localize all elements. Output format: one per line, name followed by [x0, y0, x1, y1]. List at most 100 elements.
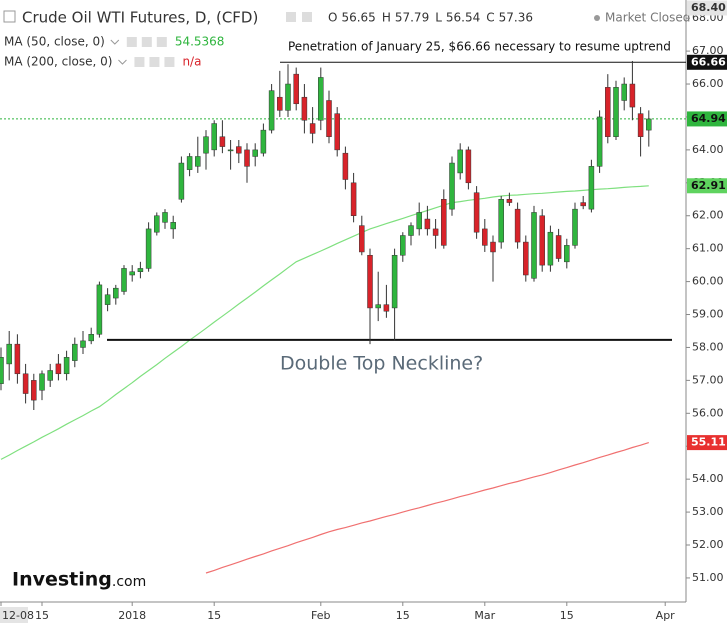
- icon: [302, 12, 312, 22]
- candle-body: [506, 199, 513, 203]
- candle-body: [113, 287, 119, 299]
- ma-line: [205, 442, 649, 574]
- candle-body: [531, 212, 537, 279]
- price-label: 66.66: [691, 55, 726, 68]
- candle-body: [547, 231, 554, 266]
- candle-body: [629, 83, 636, 108]
- candle-body: [219, 136, 226, 147]
- ohlc-value: 57.79: [395, 11, 429, 25]
- price-label-box: [687, 0, 727, 16]
- candle-body: [309, 123, 316, 134]
- legend-caret: [110, 39, 120, 45]
- header: Crude Oil WTI Futures, D, (CFD) Market C…: [3, 9, 690, 27]
- candle-body: [514, 208, 521, 243]
- logo: Investing: [12, 569, 112, 591]
- annotation: Double Top Neckline?: [280, 353, 483, 375]
- candle-body: [88, 334, 94, 342]
- y-tick-label: 58.00: [692, 340, 724, 353]
- price-label: 64.94: [691, 112, 726, 125]
- candle-body: [22, 373, 29, 394]
- legend-caret: [118, 59, 127, 65]
- candle-body: [154, 215, 160, 233]
- candle-body: [227, 149, 234, 152]
- candle-body: [449, 162, 455, 210]
- ohlc-letter: H: [382, 11, 391, 25]
- x-tick-label: Feb: [311, 609, 330, 622]
- candle-body: [39, 373, 45, 391]
- legend-label: MA (200, close, 0): [4, 55, 112, 69]
- x-tick-label: 15: [35, 609, 49, 622]
- candle-body: [268, 90, 275, 131]
- y-tick-label: 53.00: [692, 505, 724, 518]
- candle-body: [523, 241, 529, 276]
- x-tick-label: Mar: [474, 609, 495, 622]
- candle-body: [408, 225, 414, 236]
- candle-body: [637, 113, 644, 137]
- x-tick-label: 15: [560, 609, 574, 622]
- candle-body: [203, 136, 209, 154]
- candle-body: [195, 156, 201, 167]
- x-tick-label: 12-08: [2, 609, 34, 622]
- candle-body: [178, 162, 185, 200]
- y-tick-label: 59.00: [692, 308, 724, 321]
- icon: [286, 12, 296, 22]
- candle-body: [72, 343, 78, 361]
- candle-body: [162, 212, 168, 223]
- legend-icon: [164, 57, 175, 67]
- candle-body: [80, 340, 86, 348]
- candle-body: [580, 202, 586, 207]
- legend-value: 54.5368: [175, 35, 225, 49]
- legend-icon: [149, 57, 160, 67]
- logo-suffix: .com: [112, 574, 146, 590]
- candle-body: [104, 294, 111, 305]
- y-tick-label: 60.00: [692, 275, 724, 288]
- candle-body: [55, 363, 62, 375]
- plot: [0, 60, 686, 574]
- candle-body: [490, 241, 496, 253]
- legend-icon: [141, 37, 152, 47]
- ohlc-value: 56.65: [341, 11, 375, 25]
- candle-body: [121, 268, 127, 292]
- candle-body: [277, 96, 283, 111]
- candle-body: [482, 228, 488, 246]
- legend-label: MA (50, close, 0): [4, 35, 105, 49]
- candle-body: [293, 73, 299, 105]
- candle-body: [129, 271, 135, 276]
- candle-body: [457, 149, 463, 174]
- x-tick-label: 15: [207, 609, 221, 622]
- price-label-box: [687, 178, 727, 194]
- candle-body: [391, 254, 398, 309]
- price-label-box: [687, 435, 727, 451]
- price-label: 62.91: [691, 179, 726, 192]
- candle-body: [383, 304, 390, 312]
- x-tick-label: Apr: [656, 609, 676, 622]
- candle-body: [375, 304, 381, 309]
- candle-body: [465, 149, 472, 184]
- candle-body: [137, 268, 144, 272]
- candle-body: [367, 254, 373, 309]
- candle-body: [342, 152, 349, 180]
- candle-body: [400, 235, 406, 256]
- candle-body: [236, 146, 242, 154]
- candle-body: [47, 370, 53, 381]
- candle-body: [211, 123, 217, 151]
- candle-body: [441, 199, 447, 246]
- y-tick-label: 57.00: [692, 373, 724, 386]
- ohlc-letter: C: [486, 11, 494, 25]
- candle-body: [96, 284, 103, 335]
- legend-value: n/a: [182, 55, 201, 69]
- candle-body: [252, 149, 258, 157]
- y-tick-label: 51.00: [692, 571, 724, 584]
- candle-body: [63, 357, 70, 375]
- price-label: 55.11: [691, 436, 726, 449]
- candle-body: [605, 87, 611, 137]
- x-label-box: [0, 607, 28, 623]
- y-tick-label: 64.00: [692, 143, 724, 156]
- price-label: 68.40: [691, 1, 726, 14]
- y-tick-label: 56.00: [692, 406, 724, 419]
- candle-body: [588, 166, 595, 210]
- price-label-box: [687, 54, 727, 70]
- candle-body: [498, 199, 504, 243]
